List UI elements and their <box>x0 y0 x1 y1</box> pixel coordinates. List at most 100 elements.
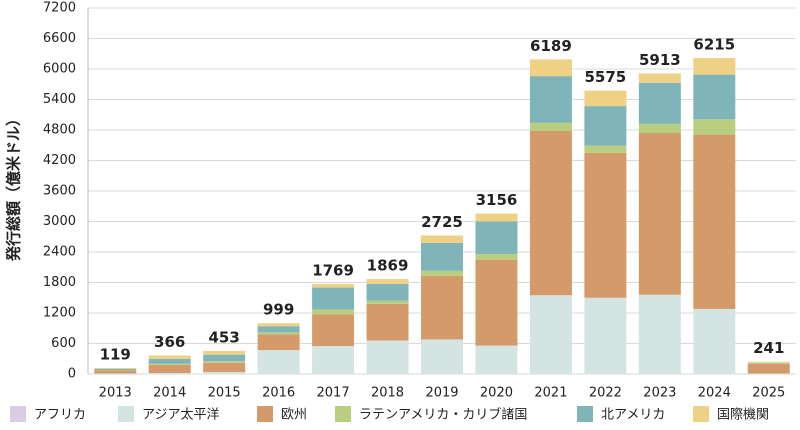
bar-segment <box>475 254 518 260</box>
bar-segment <box>747 361 790 363</box>
y-tick-label: 0 <box>68 367 76 382</box>
bar-segment <box>312 284 355 288</box>
total-label: 1869 <box>367 256 409 274</box>
total-label: 241 <box>753 339 784 357</box>
bar-segment <box>747 373 790 374</box>
bar-segment <box>94 368 137 371</box>
bar-segment <box>94 367 137 369</box>
total-label: 6189 <box>530 37 572 55</box>
legend-label: アフリカ <box>34 408 86 423</box>
bar-segment <box>693 134 736 309</box>
bar-segment <box>421 270 463 276</box>
bar-segment <box>421 242 463 271</box>
bar-segment <box>747 363 790 374</box>
bar-segment <box>366 278 409 285</box>
total-label: 1769 <box>312 262 354 280</box>
total-label: 366 <box>154 333 185 351</box>
legend-swatch <box>335 406 351 422</box>
bar-segment <box>693 74 736 120</box>
bar-segment <box>94 370 137 374</box>
x-tick-label: 2013 <box>99 386 132 401</box>
y-tick-label: 4200 <box>43 153 76 168</box>
bar-segment <box>366 300 409 304</box>
bar-segment <box>203 354 246 362</box>
y-tick-label: 7200 <box>43 1 76 16</box>
bar-segment <box>638 133 681 295</box>
x-tick-label: 2019 <box>425 386 458 401</box>
y-axis-title: 発行総額（億米ドル） <box>5 111 23 262</box>
bar-segment <box>421 339 463 374</box>
legend-label: アジア太平洋 <box>142 408 219 423</box>
y-tick-label: 3000 <box>43 214 76 229</box>
total-label: 5575 <box>585 68 627 86</box>
bar-segment <box>203 361 246 363</box>
y-tick-label: 3600 <box>43 184 76 199</box>
x-tick-label: 2016 <box>262 386 295 401</box>
bar-segment <box>638 82 681 124</box>
bar-segment <box>312 314 355 347</box>
x-tick-label: 2023 <box>643 386 676 401</box>
bar-segment <box>584 152 627 298</box>
legend-swatch <box>257 406 273 422</box>
x-tick-label: 2024 <box>698 386 731 401</box>
bar-segment <box>529 295 572 374</box>
bar-segment <box>203 371 246 374</box>
bar-segment <box>421 275 463 340</box>
bar-segment <box>148 358 191 364</box>
total-label: 5913 <box>639 51 681 69</box>
bar-segment <box>312 287 355 310</box>
total-label: 6215 <box>693 36 735 54</box>
bar-segment <box>203 350 246 355</box>
y-tick-label: 2400 <box>43 245 76 260</box>
y-tick-label: 6000 <box>43 62 76 77</box>
bar-segment <box>693 119 736 135</box>
bar-segment <box>747 362 790 364</box>
bar-segment <box>203 362 246 372</box>
bar-segment <box>148 363 191 365</box>
x-tick-label: 2015 <box>208 386 241 401</box>
bar-segment <box>638 294 681 374</box>
x-tick-label: 2025 <box>752 386 785 401</box>
legend-label: 国際機関 <box>717 408 769 423</box>
y-tick-label: 1200 <box>43 306 76 321</box>
x-tick-label: 2020 <box>480 386 513 401</box>
bar-segment <box>257 350 300 374</box>
total-label: 2725 <box>421 213 463 231</box>
bar-segment <box>584 106 627 146</box>
bar-segment <box>529 59 572 77</box>
bar-segment <box>366 340 409 374</box>
legend-label: ラテンアメリカ・カリブ諸国 <box>359 407 527 423</box>
bar-segment <box>475 345 518 374</box>
bar-segment <box>148 364 191 373</box>
bar-segment <box>638 123 681 134</box>
bar-segment <box>257 334 300 351</box>
bar-segment <box>747 363 790 364</box>
bar-segment <box>148 355 191 359</box>
bar-segment <box>529 122 572 132</box>
legend-swatch <box>10 406 26 422</box>
bar-segment <box>475 213 518 222</box>
bar-segment <box>475 259 518 346</box>
bar-segment <box>584 145 627 153</box>
bar-segment <box>366 284 409 301</box>
x-tick-label: 2022 <box>589 386 622 401</box>
bar-segment <box>366 303 409 341</box>
total-label: 999 <box>263 301 294 319</box>
bar-segment <box>584 90 627 107</box>
total-label: 3156 <box>476 191 518 209</box>
legend-label: 欧州 <box>281 408 307 423</box>
bar-segment <box>257 332 300 335</box>
y-tick-label: 4800 <box>43 123 76 138</box>
bar-segment <box>312 309 355 315</box>
legend-swatch <box>118 406 134 422</box>
x-tick-label: 2014 <box>153 386 186 401</box>
bar-segment <box>584 297 627 374</box>
legend-swatch <box>577 406 593 422</box>
total-label: 453 <box>208 328 239 346</box>
x-tick-label: 2021 <box>534 386 567 401</box>
bar-segment <box>94 373 137 374</box>
bar-segment <box>148 372 191 374</box>
legend-swatch <box>693 406 709 422</box>
x-tick-label: 2017 <box>317 386 350 401</box>
